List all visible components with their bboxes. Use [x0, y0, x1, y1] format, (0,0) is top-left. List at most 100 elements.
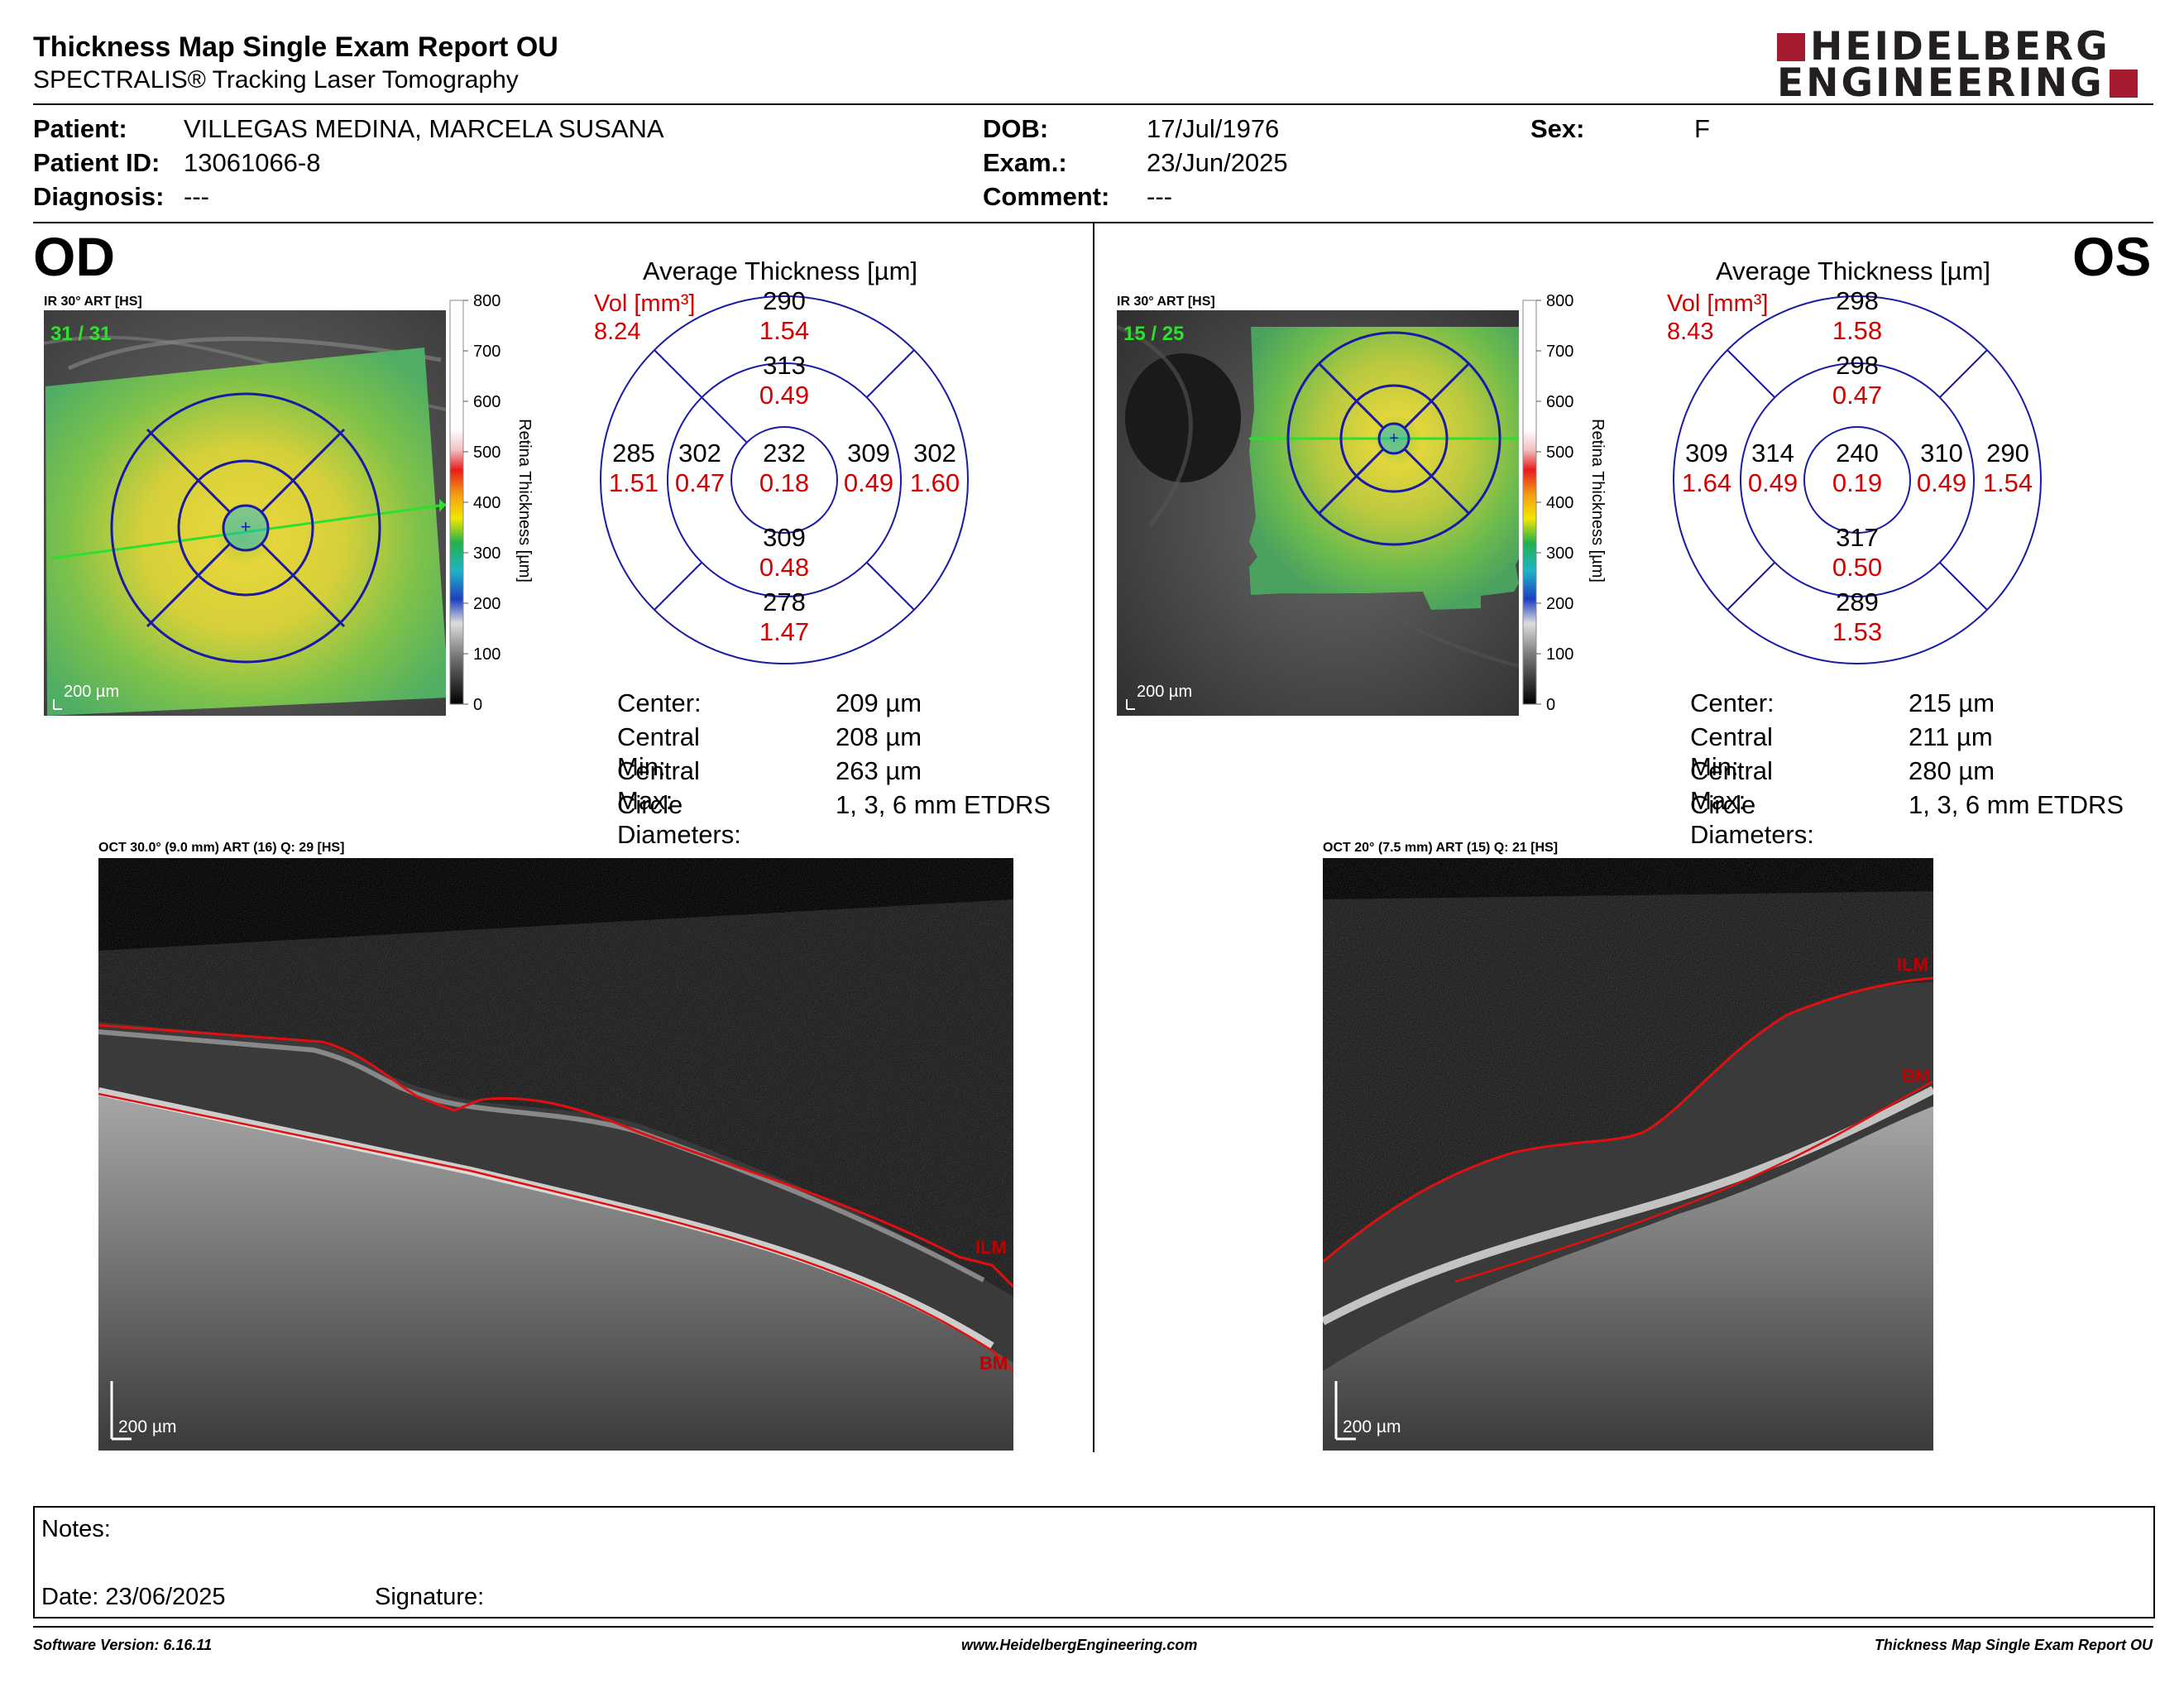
os-sector-inner-left: 314 0.49	[1731, 439, 1814, 498]
os-colorbar-tick: 600	[1546, 393, 1573, 411]
od-avg-title: Average Thickness [µm]	[643, 257, 918, 285]
sector-volume: 0.47	[674, 468, 726, 497]
os-ir-caption: IR 30° ART [HS]	[1117, 295, 1215, 309]
patient-id-label: Patient ID:	[33, 148, 160, 177]
os-colorbar-tick: 0	[1546, 696, 1555, 714]
signature-label: Signature:	[375, 1584, 485, 1610]
os-colorbar-tick: 100	[1546, 645, 1573, 664]
comment: ---	[1147, 182, 1172, 211]
sector-volume: 0.18	[759, 468, 810, 497]
sector-volume: 0.47	[1832, 381, 1883, 410]
os-thickness-colorbar: 800 700 600 500 400 300 200 100 0 Retina Thickne…	[1522, 294, 1607, 714]
sector-volume: 0.50	[1832, 553, 1883, 582]
od-sector-inner-bottom: 309 0.48	[743, 523, 826, 583]
od-sector-outer-bottom: 278 1.47	[743, 587, 826, 647]
diagnosis: ---	[184, 182, 209, 211]
od-colorbar-tick: 600	[473, 393, 500, 411]
os-oct-scalebar: 200 µm	[1343, 1417, 1401, 1436]
patient-id: 13061066-8	[184, 148, 321, 177]
sector-thickness: 232	[763, 439, 806, 468]
od-oct-bscan: ILM BM 200 µm	[98, 858, 1013, 1451]
os-sector-inner-bottom: 317 0.50	[1816, 523, 1899, 583]
os-colorbar-tick: 500	[1546, 444, 1573, 462]
os-scan-count: 15 / 25	[1123, 323, 1184, 345]
report-title: Thickness Map Single Exam Report OU	[33, 31, 558, 63]
os-sector-outer-top: 298 1.58	[1816, 286, 1899, 346]
footer-report-name: Thickness Map Single Exam Report OU	[1874, 1637, 2153, 1653]
sector-volume: 1.58	[1832, 316, 1883, 345]
od-sector-inner-top: 313 0.49	[743, 351, 826, 410]
sector-thickness: 309	[847, 439, 890, 468]
sector-thickness: 309	[1685, 439, 1728, 468]
sector-thickness: 317	[1836, 523, 1879, 552]
sector-thickness: 278	[763, 587, 806, 616]
notes-label: Notes:	[41, 1516, 111, 1542]
od-colorbar-tick: 100	[473, 645, 500, 664]
os-colorbar-tick: 400	[1546, 494, 1573, 512]
sector-volume: 1.54	[759, 316, 810, 345]
sector-volume: 1.60	[909, 468, 960, 497]
os-avg-title: Average Thickness [µm]	[1716, 257, 1991, 285]
od-oct-caption: OCT 30.0° (9.0 mm) ART (16) Q: 29 [HS]	[98, 841, 345, 855]
logo-square-icon	[1777, 33, 1805, 61]
os-sector-center: 240 0.19	[1816, 439, 1899, 498]
os-sector-outer-right: 290 1.54	[1966, 439, 2049, 498]
od-colorbar-tick: 800	[473, 294, 500, 310]
os-sector-outer-bottom: 289 1.53	[1816, 587, 1899, 647]
od-thickness-colorbar: 800 700 600 500 400 300 200 100 0 Retina Thickne…	[449, 294, 534, 714]
od-colorbar-tick: 700	[473, 343, 500, 361]
sector-volume: 0.49	[1747, 468, 1798, 497]
os-colorbar-tick: 700	[1546, 343, 1573, 361]
od-colorbar-label: Retina Thickness [µm]	[515, 419, 534, 583]
od-colorbar-tick: 400	[473, 494, 500, 512]
os-oct-caption: OCT 20° (7.5 mm) ART (15) Q: 21 [HS]	[1323, 841, 1559, 855]
exam-date: 23/Jun/2025	[1147, 148, 1288, 177]
od-sector-outer-top: 290 1.54	[743, 286, 826, 346]
eye-divider	[1093, 223, 1094, 1452]
od-ir-thickness-map: + 31 / 31 200 µm	[44, 310, 446, 716]
od-colorbar-tick: 500	[473, 444, 500, 462]
od-sector-outer-left: 285 1.51	[592, 439, 675, 498]
sector-thickness: 298	[1836, 351, 1879, 380]
header-rule	[33, 103, 2153, 105]
sector-thickness: 309	[763, 523, 806, 552]
os-sector-inner-top: 298 0.47	[1816, 351, 1899, 410]
footer-rule	[33, 1626, 2153, 1628]
os-vol-label: Vol [mm³] 8.43	[1667, 290, 1769, 345]
eye-label-od: OD	[33, 226, 115, 287]
dob-label: DOB:	[983, 114, 1049, 143]
od-vol-total: 8.24	[594, 319, 641, 345]
report-subtitle: SPECTRALIS® Tracking Laser Tomography	[33, 66, 519, 94]
notes-box[interactable]: Notes: Date: 23/06/2025 Signature:	[33, 1506, 2155, 1618]
od-vol-label: Vol [mm³] 8.24	[594, 290, 696, 345]
sector-volume: 1.47	[759, 617, 810, 646]
od-sector-inner-right: 309 0.49	[827, 439, 910, 498]
od-sector-inner-left: 302 0.47	[659, 439, 741, 498]
os-etdrs-grid: Vol [mm³] 8.43 298 1.58 298 0.47 309 1.64 314 0…	[1667, 286, 2049, 670]
os-bm-label: BM	[1902, 1066, 1930, 1086]
website-link[interactable]: www.HeidelbergEngineering.com	[961, 1637, 1198, 1653]
sector-thickness: 302	[678, 439, 721, 468]
os-colorbar-tick: 300	[1546, 544, 1573, 563]
od-colorbar-tick: 0	[473, 696, 482, 714]
eye-label-os: OS	[2072, 226, 2152, 287]
od-colorbar-tick: 200	[473, 595, 500, 613]
sector-volume: 0.49	[1916, 468, 1967, 497]
os-oct-bscan: ILM BM 200 µm	[1323, 858, 1933, 1451]
os-colorbar-tick: 200	[1546, 595, 1573, 613]
sector-thickness: 302	[913, 439, 956, 468]
od-sector-outer-right: 302 1.60	[893, 439, 976, 498]
os-sector-inner-right: 310 0.49	[1900, 439, 1983, 498]
exam-label: Exam.:	[983, 148, 1067, 177]
sector-thickness: 290	[763, 286, 806, 315]
sector-thickness: 290	[1986, 439, 2029, 468]
sex-label: Sex:	[1530, 114, 1585, 143]
svg-text:+: +	[1389, 429, 1399, 448]
sector-thickness: 298	[1836, 286, 1879, 315]
sector-thickness: 240	[1836, 439, 1879, 468]
diagnosis-label: Diagnosis:	[33, 182, 165, 211]
od-colorbar-tick: 300	[473, 544, 500, 563]
sector-thickness: 285	[612, 439, 655, 468]
sector-volume: 1.54	[1982, 468, 2033, 497]
sector-thickness: 310	[1920, 439, 1963, 468]
